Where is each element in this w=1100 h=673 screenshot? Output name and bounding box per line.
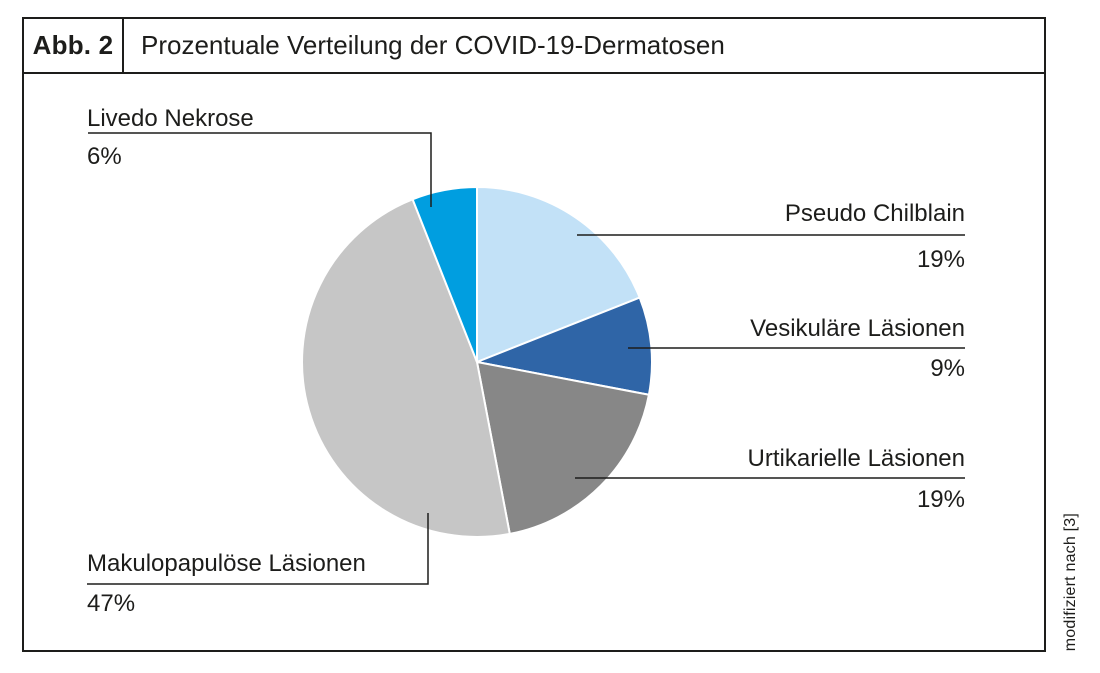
- source-note: modifiziert nach [3]: [1062, 512, 1079, 651]
- callout-label-pseudo-chilblain: Pseudo Chilblain: [784, 200, 965, 227]
- callout-value-urtikarielle-laesionen: 19%: [916, 486, 965, 513]
- pie-slice-pseudo-chilblain: [476, 186, 641, 363]
- pie-slices: [301, 186, 653, 538]
- pie-slice-makulopapuloese-laesionen: [301, 198, 511, 538]
- figure-tag: Abb. 2: [24, 19, 124, 72]
- figure-header: Abb. 2 Prozentuale Verteilung der COVID-…: [24, 19, 1044, 74]
- pie-slice-urtikarielle-laesionen: [476, 361, 650, 535]
- pie-slice-livedo-nekrose: [411, 186, 478, 363]
- pie-slice-vesikulaere-laesionen: [476, 296, 653, 396]
- leader-lines: [87, 132, 965, 585]
- callout-value-pseudo-chilblain: 19%: [916, 246, 965, 273]
- callout-label-urtikarielle-laesionen: Urtikarielle Läsionen: [747, 445, 965, 472]
- leader-livedo-nekrose: [88, 132, 432, 207]
- leader-makulopapuloese-laesionen: [87, 513, 429, 585]
- figure-title: Prozentuale Verteilung der COVID-19-Derm…: [141, 30, 725, 60]
- callout-value-livedo-nekrose: 6%: [87, 143, 122, 170]
- callout-value-makulopapuloese-laesionen: 47%: [87, 590, 136, 617]
- callout-value-vesikulaere-laesionen: 9%: [930, 355, 965, 382]
- callout-label-vesikulaere-laesionen: Vesikuläre Läsionen: [750, 315, 965, 342]
- callout-label-makulopapuloese-laesionen: Makulopapulöse Läsionen: [87, 550, 366, 577]
- callout-label-livedo-nekrose: Livedo Nekrose: [87, 105, 254, 132]
